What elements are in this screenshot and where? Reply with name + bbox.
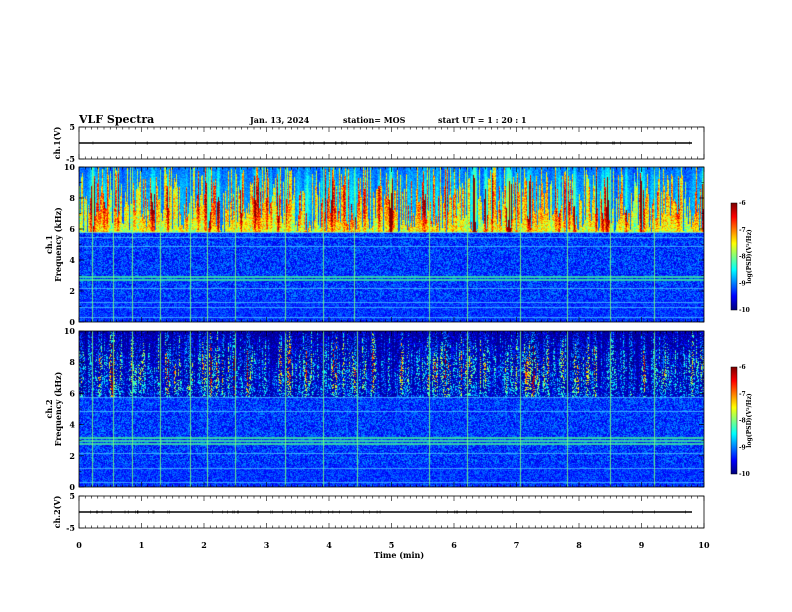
colorbar-tick-label: -10 — [739, 471, 750, 478]
x-tick-label: 9 — [639, 540, 645, 550]
y-tick-label: 0 — [69, 317, 75, 327]
colorbar-frame — [730, 202, 738, 311]
x-tick-label: 1 — [139, 540, 145, 550]
spectrogram-image — [79, 331, 704, 487]
colorbar-tick-label: -6 — [739, 364, 746, 371]
y-tick-label: 5 — [69, 491, 75, 501]
y-tick-label: 8 — [69, 193, 75, 203]
colorbar — [731, 367, 737, 474]
y-tick-label: -5 — [66, 523, 75, 533]
colorbar-tick-label: -7 — [739, 227, 746, 234]
y-tick-label: 2 — [69, 451, 75, 461]
colorbar-tick-label: -9 — [739, 444, 746, 451]
panels-group: ch.1(V) 5 -5 -6 -7 -8 -9 -10 log(PSD)(V²/Hz) ch.1… — [44, 122, 753, 533]
y-tick-label: 6 — [69, 388, 75, 398]
y-tick-label: 4 — [69, 420, 75, 430]
x-tick-label: 8 — [576, 540, 582, 550]
y-tick-label: -5 — [66, 154, 75, 164]
y-tick-label: 8 — [69, 357, 75, 367]
colorbar-tick-label: -9 — [739, 280, 746, 287]
colorbar-tick-label: -7 — [739, 391, 746, 398]
x-tick-label: 7 — [514, 540, 520, 550]
x-tick-label: 10 — [698, 540, 710, 550]
x-tick-label: 4 — [326, 540, 332, 550]
x-tick-label: 0 — [76, 540, 82, 550]
y-axis-label-channel: ch.2 — [44, 399, 54, 418]
x-tick-label: 6 — [451, 540, 457, 550]
spectrogram-image — [79, 167, 704, 322]
panel-ch1-voltage: ch.1(V) 5 -5 — [52, 122, 705, 164]
y-tick-label: 2 — [69, 286, 75, 296]
colorbar-tick-label: -8 — [739, 418, 746, 425]
colorbar-frame — [730, 366, 738, 475]
x-tick-label: 3 — [264, 540, 270, 550]
y-tick-label: 5 — [69, 122, 75, 132]
y-tick-label: 10 — [64, 162, 76, 172]
x-axis-label: Time (min) — [374, 550, 424, 560]
colorbar-tick-label: -8 — [739, 254, 746, 261]
y-tick-label: 6 — [69, 224, 75, 234]
y-tick-label: 4 — [69, 255, 75, 265]
y-tick-label: 10 — [64, 326, 76, 336]
y-axis-label-voltage: ch.2(V) — [52, 495, 62, 528]
panel-ch1-spectrogram: -6 -7 -8 -9 -10 log(PSD)(V²/Hz) ch.1 Frequency … — [44, 162, 753, 327]
panel-ch2-voltage: ch.2(V) 5 -5 — [52, 491, 705, 533]
colorbar-tick-label: -6 — [739, 200, 746, 207]
station-label: station= MOS — [343, 115, 406, 125]
colorbar-label: log(PSD)(V²/Hz) — [746, 229, 753, 284]
x-axis: Time (min) 0 1 2 3 4 5 6 7 8 9 10 — [76, 540, 710, 560]
y-tick-label: 0 — [69, 482, 75, 492]
x-tick-label: 5 — [389, 540, 395, 550]
colorbar-tick-label: -10 — [739, 307, 750, 314]
y-axis-label-channel: ch.1 — [44, 235, 54, 254]
y-axis-label-frequency: Frequency (kHz) — [53, 207, 63, 282]
colorbar-label: log(PSD)(V²/Hz) — [746, 393, 753, 448]
y-axis-label-frequency: Frequency (kHz) — [53, 371, 63, 446]
figure-title: VLF Spectra — [78, 113, 154, 126]
x-tick-label: 2 — [201, 540, 207, 550]
colorbar — [731, 203, 737, 310]
start-time-label: start UT = 1 : 20 : 1 — [438, 115, 527, 125]
date-label: Jan. 13, 2024 — [249, 115, 310, 125]
y-axis-label-voltage: ch.1(V) — [52, 126, 62, 159]
panel-ch2-spectrogram: -6 -7 -8 -9 -10 log(PSD)(V²/Hz) ch.2 Frequency … — [44, 326, 753, 492]
